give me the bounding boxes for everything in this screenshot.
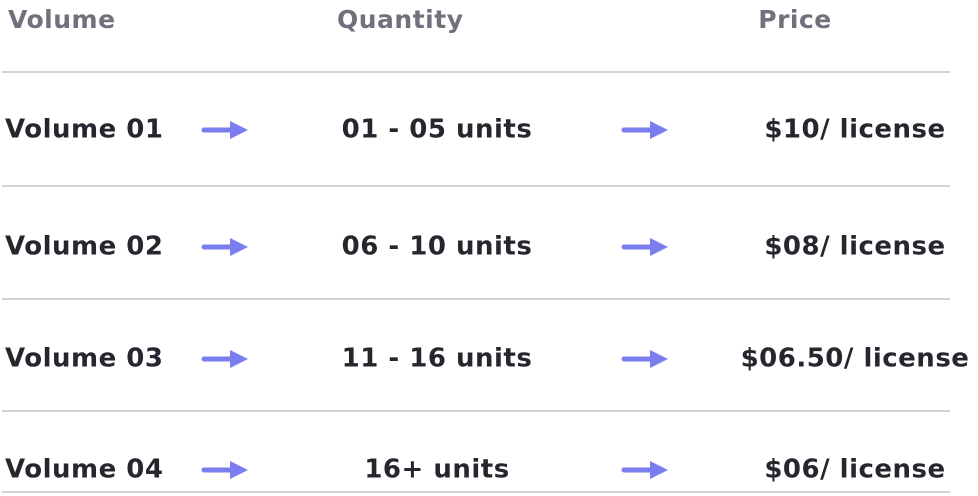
row-divider	[2, 298, 950, 300]
header-quantity: Quantity	[337, 5, 464, 34]
quantity-cell: 16+ units	[364, 454, 510, 485]
arrow-right-icon	[201, 350, 248, 368]
arrow-right-icon	[621, 238, 668, 256]
volume-cell: Volume 04	[5, 454, 164, 485]
row-divider	[2, 185, 950, 187]
quantity-cell: 06 - 10 units	[341, 231, 533, 262]
row-divider	[2, 410, 950, 412]
quantity-cell: 01 - 05 units	[341, 114, 533, 145]
price-cell: $06.50/ license	[740, 343, 970, 374]
quantity-cell: 11 - 16 units	[341, 343, 533, 374]
arrow-right-icon	[621, 350, 668, 368]
arrow-right-icon	[201, 238, 248, 256]
volume-cell: Volume 03	[5, 343, 164, 374]
header-volume: Volume	[8, 5, 116, 34]
arrow-right-icon	[621, 121, 668, 139]
price-cell: $08/ license	[764, 231, 946, 262]
price-cell: $06/ license	[764, 454, 946, 485]
row-divider	[2, 71, 950, 73]
row-divider	[2, 491, 950, 493]
price-cell: $10/ license	[764, 114, 946, 145]
arrow-right-icon	[621, 461, 668, 479]
header-price: Price	[758, 5, 832, 34]
arrow-right-icon	[201, 121, 248, 139]
volume-cell: Volume 02	[5, 231, 164, 262]
arrow-right-icon	[201, 461, 248, 479]
volume-cell: Volume 01	[5, 114, 164, 145]
